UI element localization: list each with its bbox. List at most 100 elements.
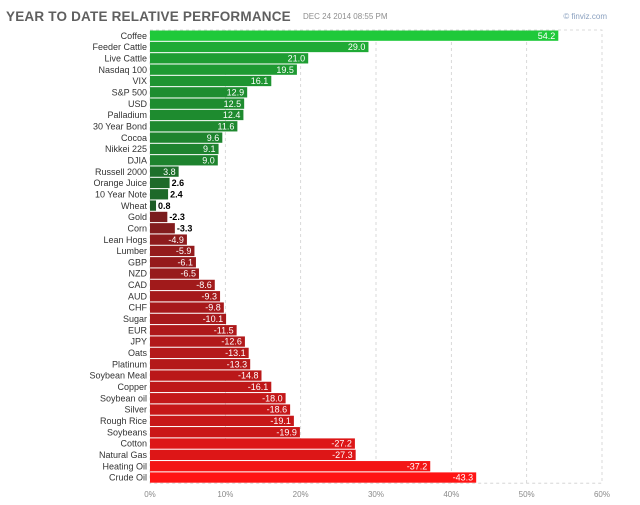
category-label: Cotton <box>120 439 147 449</box>
value-label: 3.8 <box>163 167 176 177</box>
bar <box>150 211 168 223</box>
category-label: Soybean Meal <box>89 371 147 381</box>
category-label: Platinum <box>112 359 147 369</box>
value-label: 12.9 <box>227 87 245 97</box>
chart-timestamp: DEC 24 2014 08:55 PM <box>303 12 388 21</box>
bar <box>150 109 244 121</box>
category-label: Lumber <box>116 246 147 256</box>
bar <box>150 279 215 291</box>
bar <box>150 234 187 245</box>
category-label: DJIA <box>127 155 147 165</box>
bar <box>150 200 157 211</box>
value-label: 9.6 <box>207 133 220 143</box>
value-label: 29.0 <box>348 42 366 52</box>
category-label: NZD <box>129 269 148 279</box>
bar <box>150 53 309 64</box>
category-label: Sugar <box>123 314 147 324</box>
value-label: -18.6 <box>267 405 288 415</box>
value-label: 2.6 <box>172 178 185 188</box>
value-label: -19.1 <box>270 416 291 426</box>
bar <box>150 325 237 336</box>
value-label: 9.1 <box>203 144 216 154</box>
x-tick-label: 60% <box>594 490 610 499</box>
bar <box>150 87 248 98</box>
bar <box>150 121 238 132</box>
bar <box>150 132 223 143</box>
bar <box>150 189 169 200</box>
category-label: Feeder Cattle <box>92 42 147 52</box>
value-label: 21.0 <box>288 53 306 63</box>
value-label: -16.1 <box>248 382 269 392</box>
value-label: -18.0 <box>262 393 283 403</box>
category-label: JPY <box>130 337 147 347</box>
value-label: -10.1 <box>203 314 224 324</box>
category-label: Silver <box>124 405 147 415</box>
bar <box>150 177 170 189</box>
category-label: Nasdaq 100 <box>98 65 147 75</box>
category-label: S&P 500 <box>112 87 147 97</box>
category-label: Gold <box>128 212 147 222</box>
value-label: -6.5 <box>180 269 196 279</box>
bar <box>150 98 245 109</box>
value-label: -19.9 <box>276 427 297 437</box>
bar <box>150 30 559 41</box>
category-label: AUD <box>128 291 148 301</box>
x-tick-label: 30% <box>368 490 384 499</box>
bar <box>150 415 294 427</box>
category-label: Palladium <box>107 110 147 120</box>
value-label: 11.6 <box>218 121 235 131</box>
category-label: Wheat <box>121 201 148 211</box>
category-label: VIX <box>132 76 147 86</box>
bar <box>150 404 291 415</box>
category-label: Rough Rice <box>100 416 147 426</box>
category-label: USD <box>128 99 148 109</box>
value-label: 54.2 <box>538 31 556 41</box>
bar <box>150 302 224 313</box>
category-label: Soybean oil <box>100 393 147 403</box>
category-label: GBP <box>128 257 147 267</box>
bar <box>150 347 249 359</box>
category-label: Orange Juice <box>93 178 147 188</box>
value-label: 9.0 <box>202 155 215 165</box>
category-label: Lean Hogs <box>103 235 147 245</box>
value-label: -13.3 <box>227 359 248 369</box>
value-label: -27.2 <box>331 439 352 449</box>
bar <box>150 427 300 438</box>
bar <box>150 381 272 393</box>
value-label: -3.3 <box>177 223 193 233</box>
value-label: -9.3 <box>202 291 218 301</box>
category-label: Natural Gas <box>99 450 148 460</box>
value-label: -6.1 <box>177 257 193 267</box>
x-tick-label: 40% <box>443 490 459 499</box>
bar <box>150 268 199 279</box>
bar <box>150 336 245 347</box>
category-label: EUR <box>128 325 148 335</box>
bar <box>150 41 369 53</box>
bar <box>150 359 251 370</box>
value-label: -13.1 <box>225 348 246 358</box>
site-credit[interactable]: © finviz.com <box>563 12 607 21</box>
value-label: -9.8 <box>205 303 221 313</box>
value-label: -5.9 <box>176 246 192 256</box>
x-tick-label: 50% <box>519 490 535 499</box>
value-label: -37.2 <box>407 461 428 471</box>
category-label: CHF <box>129 303 148 313</box>
category-label: Russell 2000 <box>95 167 147 177</box>
value-label: 2.4 <box>170 189 183 199</box>
bar <box>150 166 179 177</box>
value-label: -14.8 <box>238 371 259 381</box>
category-label: 30 Year Bond <box>93 121 147 131</box>
category-label: Copper <box>117 382 147 392</box>
category-label: CAD <box>128 280 148 290</box>
x-tick-label: 0% <box>144 490 156 499</box>
value-label: -27.3 <box>332 450 353 460</box>
bar <box>150 472 477 483</box>
category-label: Cocoa <box>121 133 147 143</box>
x-tick-label: 20% <box>293 490 309 499</box>
bar <box>150 75 272 87</box>
value-label: -4.9 <box>168 235 184 245</box>
plot-frame <box>149 29 603 484</box>
category-label: Heating Oil <box>102 461 147 471</box>
value-label: -8.6 <box>196 280 212 290</box>
